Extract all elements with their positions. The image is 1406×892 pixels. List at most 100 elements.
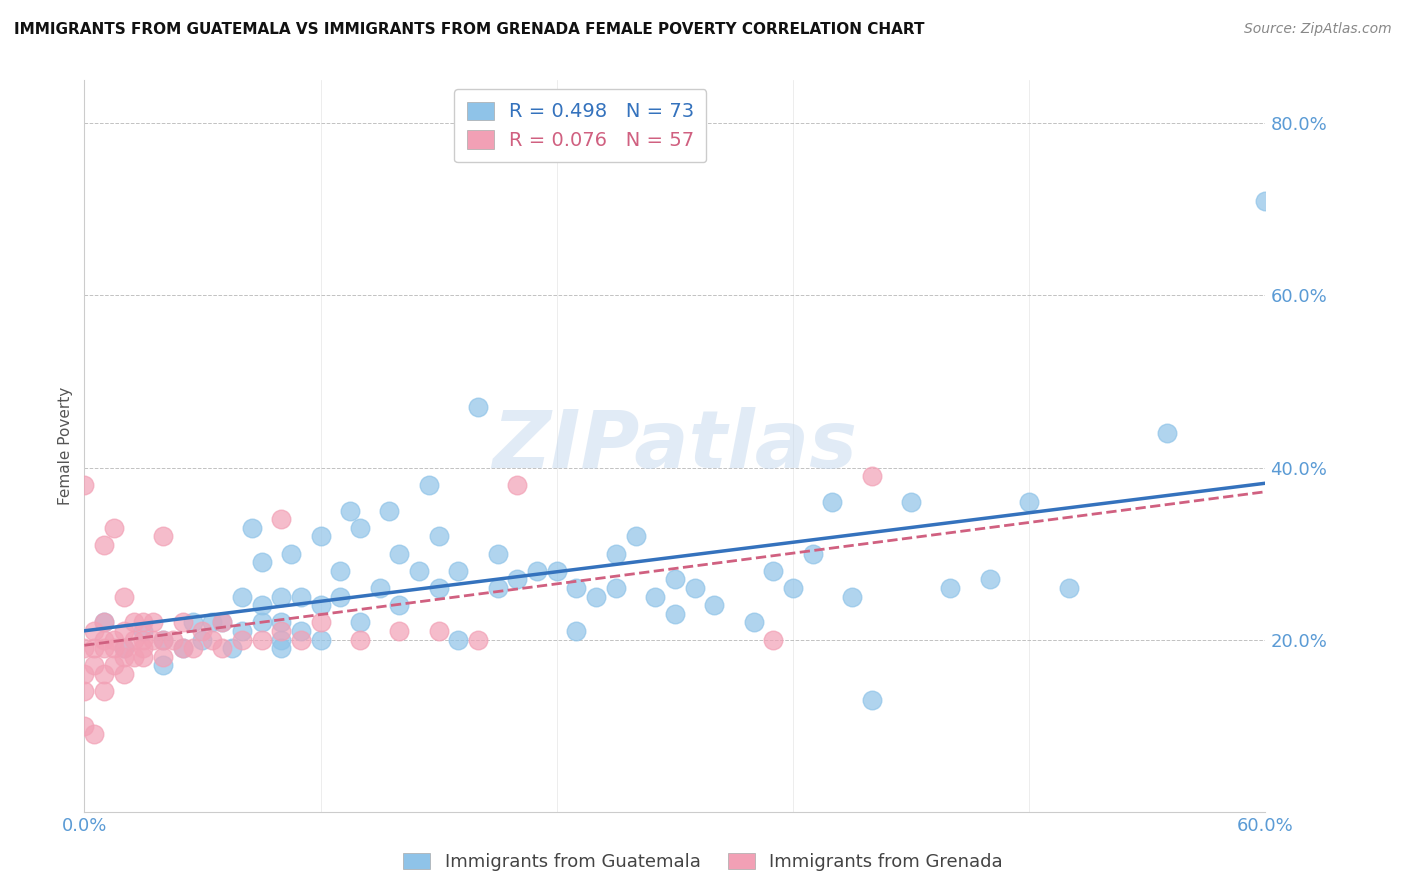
Point — [73, 477, 96, 491]
Point — [664, 607, 686, 621]
Point — [211, 641, 233, 656]
Point — [132, 649, 155, 664]
Point — [782, 581, 804, 595]
Point — [349, 632, 371, 647]
Point — [467, 632, 489, 647]
Point — [368, 581, 391, 595]
Point — [93, 641, 115, 656]
Point — [152, 658, 174, 673]
Point — [427, 529, 450, 543]
Point — [309, 529, 332, 543]
Point — [801, 547, 824, 561]
Point — [860, 469, 883, 483]
Point — [378, 503, 401, 517]
Point — [231, 624, 253, 638]
Point — [172, 641, 194, 656]
Point — [1057, 581, 1080, 595]
Point — [112, 649, 135, 664]
Point — [250, 615, 273, 630]
Point — [93, 667, 115, 681]
Point — [349, 615, 371, 630]
Point — [152, 529, 174, 543]
Point — [162, 632, 184, 647]
Point — [181, 615, 204, 630]
Point — [152, 649, 174, 664]
Point — [388, 547, 411, 561]
Y-axis label: Female Poverty: Female Poverty — [58, 387, 73, 505]
Point — [152, 632, 174, 647]
Point — [486, 581, 509, 595]
Point — [132, 615, 155, 630]
Point — [388, 598, 411, 612]
Point — [565, 624, 588, 638]
Point — [506, 477, 529, 491]
Point — [142, 632, 165, 647]
Point — [83, 727, 105, 741]
Point — [447, 632, 470, 647]
Point — [122, 649, 145, 664]
Point — [132, 641, 155, 656]
Point — [762, 632, 785, 647]
Point — [142, 615, 165, 630]
Point — [83, 641, 105, 656]
Point — [231, 632, 253, 647]
Point — [418, 477, 440, 491]
Point — [122, 615, 145, 630]
Point — [231, 590, 253, 604]
Point — [112, 667, 135, 681]
Point — [270, 632, 292, 647]
Point — [132, 632, 155, 647]
Point — [1254, 194, 1277, 208]
Point — [191, 632, 214, 647]
Point — [664, 573, 686, 587]
Point — [290, 624, 312, 638]
Point — [900, 495, 922, 509]
Point — [624, 529, 647, 543]
Point — [329, 564, 352, 578]
Point — [250, 632, 273, 647]
Text: Source: ZipAtlas.com: Source: ZipAtlas.com — [1244, 22, 1392, 37]
Point — [1156, 426, 1178, 441]
Point — [201, 632, 224, 647]
Point — [270, 624, 292, 638]
Text: ZIPatlas: ZIPatlas — [492, 407, 858, 485]
Point — [290, 590, 312, 604]
Legend: Immigrants from Guatemala, Immigrants from Grenada: Immigrants from Guatemala, Immigrants fr… — [396, 846, 1010, 879]
Point — [309, 632, 332, 647]
Point — [447, 564, 470, 578]
Point — [309, 615, 332, 630]
Text: IMMIGRANTS FROM GUATEMALA VS IMMIGRANTS FROM GRENADA FEMALE POVERTY CORRELATION : IMMIGRANTS FROM GUATEMALA VS IMMIGRANTS … — [14, 22, 925, 37]
Point — [979, 573, 1001, 587]
Point — [93, 615, 115, 630]
Point — [565, 581, 588, 595]
Point — [939, 581, 962, 595]
Point — [112, 624, 135, 638]
Point — [83, 658, 105, 673]
Point — [683, 581, 706, 595]
Point — [427, 624, 450, 638]
Point — [93, 684, 115, 698]
Point — [250, 598, 273, 612]
Point — [270, 512, 292, 526]
Point — [762, 564, 785, 578]
Point — [73, 667, 96, 681]
Point — [585, 590, 607, 604]
Point — [73, 719, 96, 733]
Point — [93, 632, 115, 647]
Point — [467, 401, 489, 415]
Point — [73, 684, 96, 698]
Point — [506, 573, 529, 587]
Point — [644, 590, 666, 604]
Point — [1018, 495, 1040, 509]
Point — [132, 624, 155, 638]
Point — [103, 641, 125, 656]
Point — [546, 564, 568, 578]
Point — [191, 624, 214, 638]
Point — [605, 581, 627, 595]
Point — [250, 555, 273, 569]
Point — [703, 598, 725, 612]
Point — [388, 624, 411, 638]
Legend: R = 0.498   N = 73, R = 0.076   N = 57: R = 0.498 N = 73, R = 0.076 N = 57 — [454, 89, 706, 162]
Point — [742, 615, 765, 630]
Point — [211, 615, 233, 630]
